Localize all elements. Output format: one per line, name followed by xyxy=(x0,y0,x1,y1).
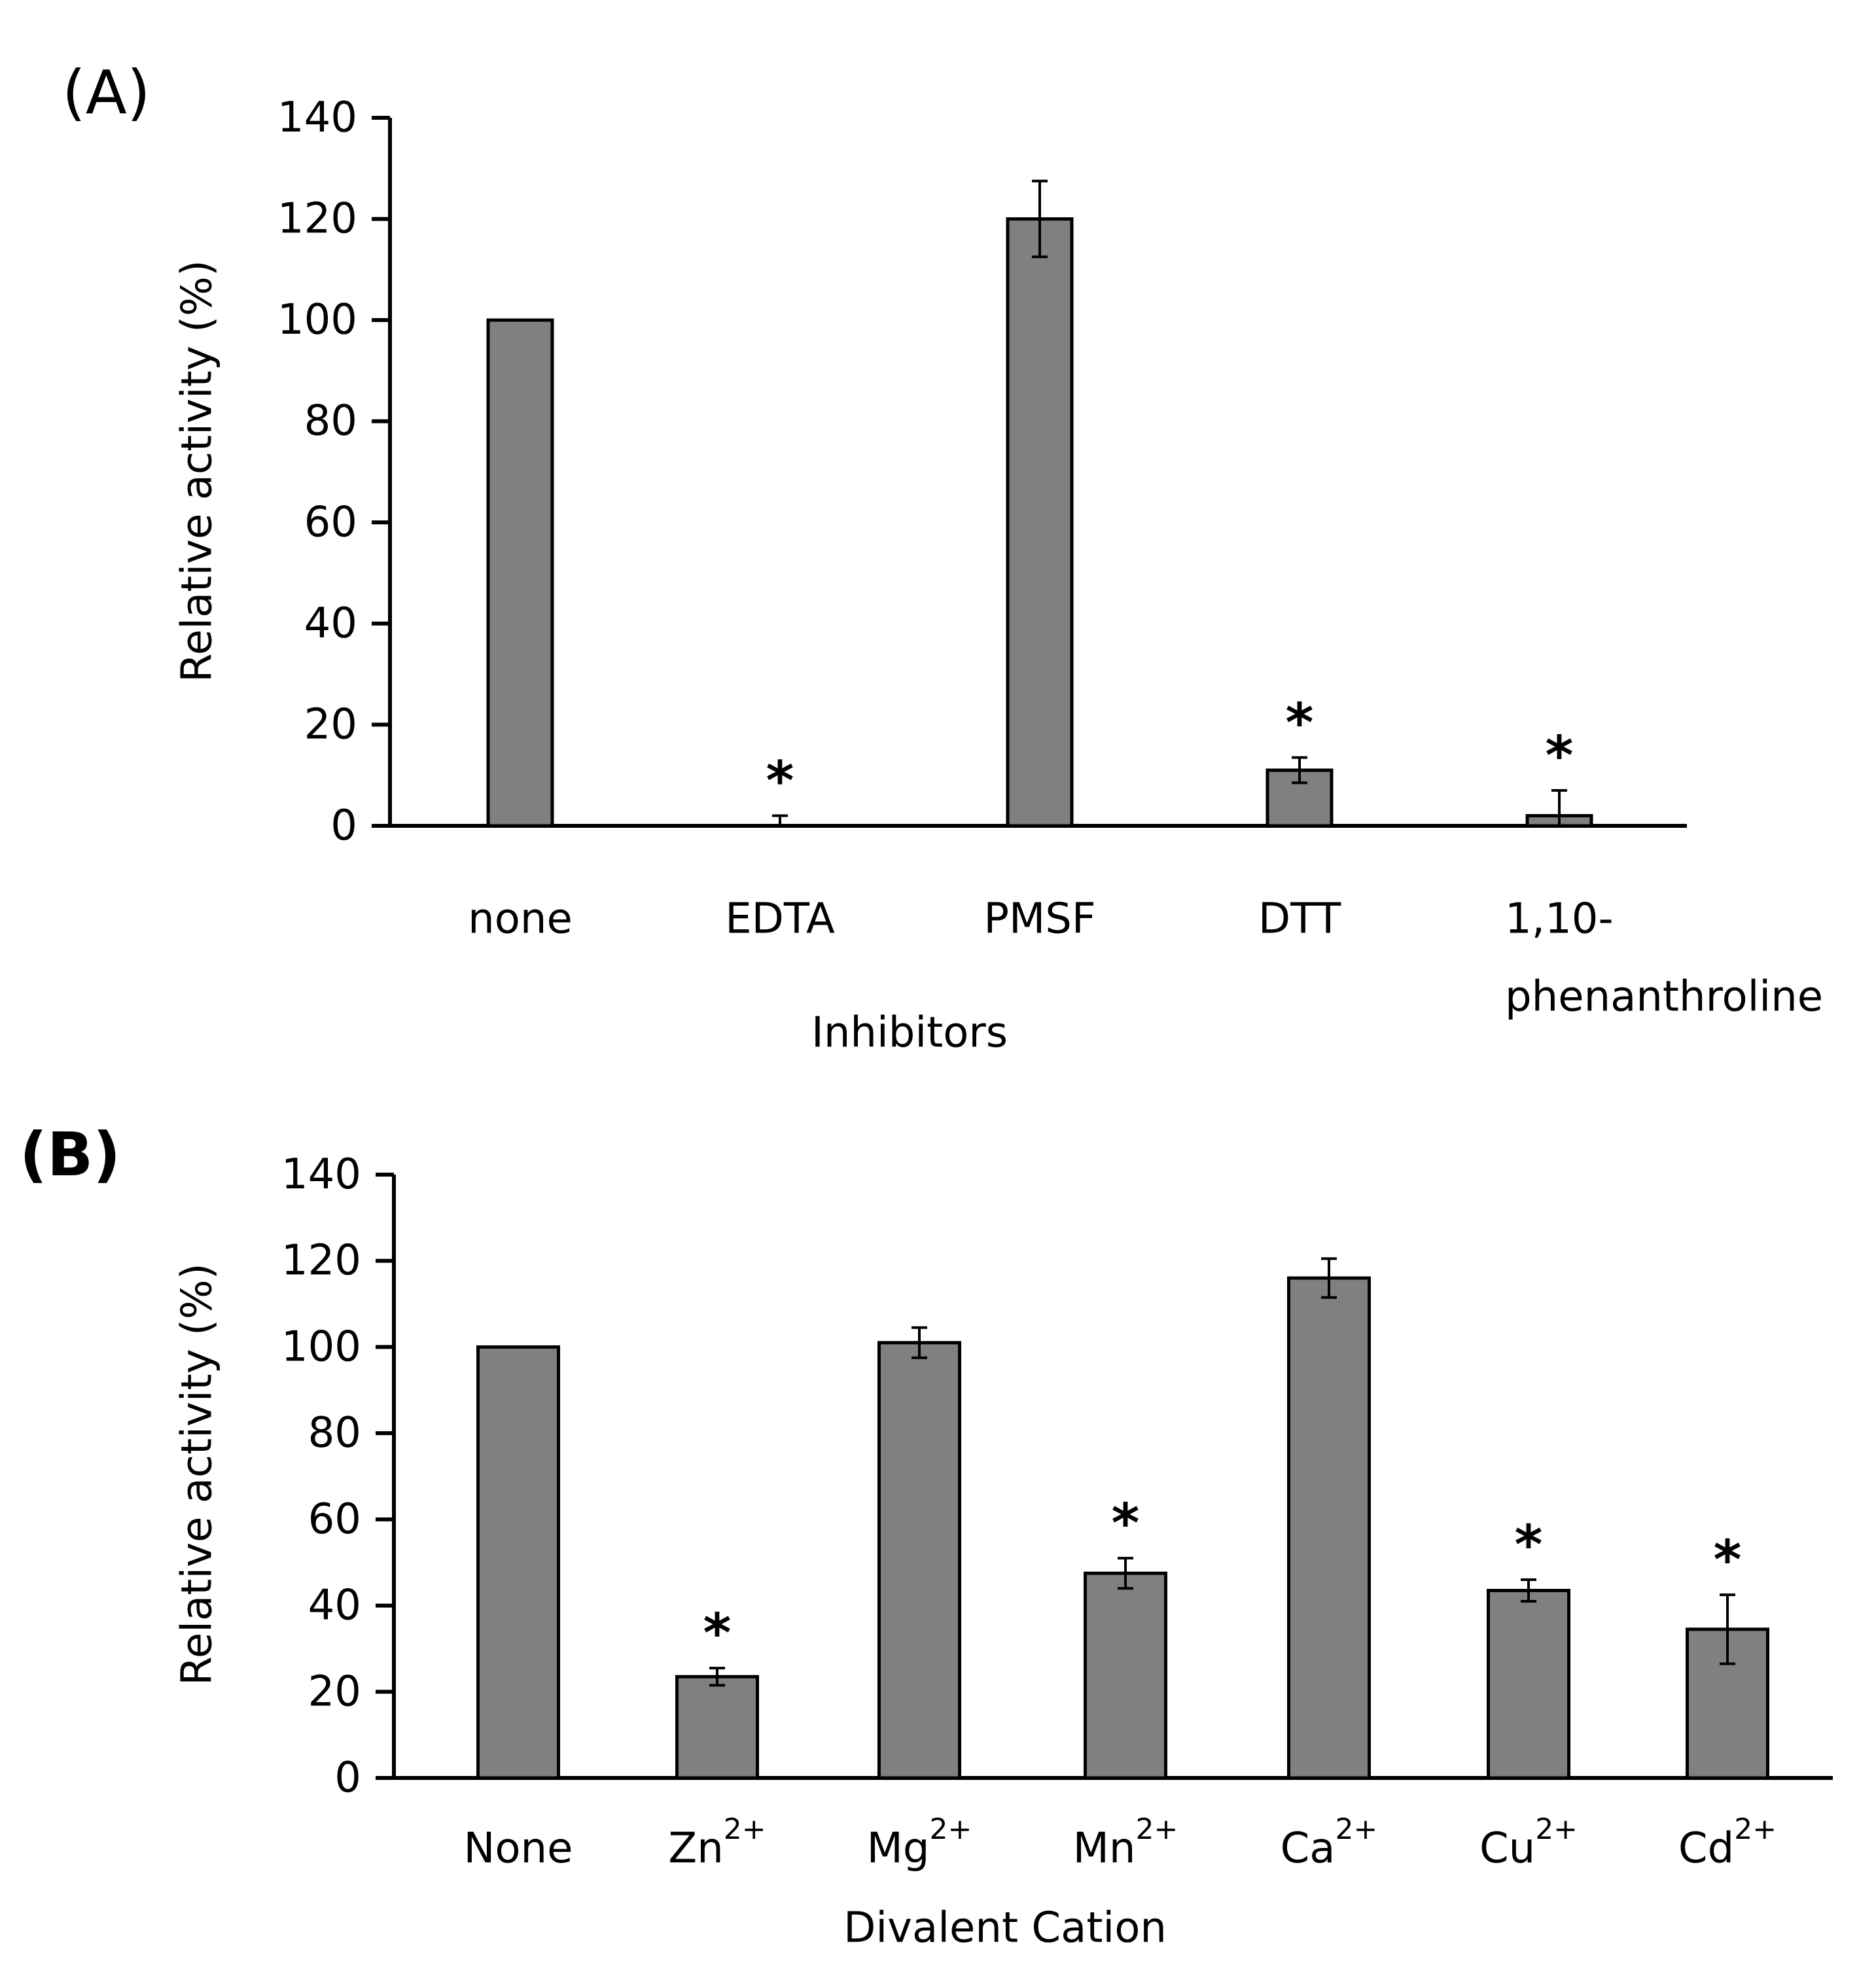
panel-a: (A) 0 20 40 60 80 100 120 140 none * EDTA PMSF * DTT * 1… xyxy=(62,58,1823,1057)
x-tick-label: Mn2+ xyxy=(1073,1813,1178,1873)
significance-marker: * xyxy=(1112,1493,1140,1555)
panel-label: (B) xyxy=(20,1120,120,1190)
y-tick-label: 60 xyxy=(304,498,357,546)
bar xyxy=(1084,1571,1167,1780)
panel-label: (A) xyxy=(62,58,150,128)
y-tick-label: 0 xyxy=(330,802,357,850)
y-tick-label: 40 xyxy=(304,599,357,648)
x-tick-label: 1,10- xyxy=(1505,895,1614,944)
bar xyxy=(486,318,554,828)
x-tick-label: EDTA xyxy=(725,895,835,944)
bar xyxy=(1287,1276,1371,1780)
significance-marker: * xyxy=(1714,1529,1742,1591)
significance-marker: * xyxy=(766,751,794,813)
bar xyxy=(675,1675,759,1780)
bar xyxy=(476,1345,560,1780)
significance-marker: * xyxy=(1515,1514,1543,1576)
y-tick-label: 100 xyxy=(281,1323,361,1371)
y-tick-label: 120 xyxy=(281,1237,361,1285)
x-axis-title: Inhibitors xyxy=(811,1009,1008,1057)
x-tick-label: DTT xyxy=(1258,895,1341,944)
y-tick-label: 100 xyxy=(277,296,357,344)
x-tick-label: Mg2+ xyxy=(867,1813,972,1873)
y-tick-label: 20 xyxy=(308,1667,361,1716)
y-axis-title: Relative activity (%) xyxy=(173,260,222,682)
y-tick-label: 40 xyxy=(308,1582,361,1630)
bar xyxy=(1006,217,1074,828)
y-axis-title: Relative activity (%) xyxy=(173,1263,222,1685)
significance-marker: * xyxy=(1546,725,1574,787)
y-tick-label: 140 xyxy=(281,1150,361,1199)
x-tick-label: phenanthroline xyxy=(1505,973,1823,1021)
significance-marker: * xyxy=(1286,692,1314,755)
y-tick-label: 60 xyxy=(308,1495,361,1544)
x-tick-label: Cu2+ xyxy=(1479,1813,1578,1873)
x-tick-label: Zn2+ xyxy=(668,1813,766,1873)
y-tick-label: 0 xyxy=(334,1754,361,1802)
panel-b: (B) 0 20 40 60 80 100 120 140 None * Zn2+ Mg2+ * Mn2+ C… xyxy=(20,1120,1833,1953)
x-tick-label: Ca2+ xyxy=(1281,1813,1378,1873)
x-tick-label: PMSF xyxy=(983,895,1095,944)
y-tick-label: 80 xyxy=(308,1409,361,1457)
bar xyxy=(1487,1589,1570,1780)
bar xyxy=(877,1341,961,1780)
x-tick-label: Cd2+ xyxy=(1678,1813,1777,1873)
x-axis-title: Divalent Cation xyxy=(843,1904,1167,1953)
significance-marker: * xyxy=(703,1603,732,1665)
y-tick-label: 80 xyxy=(304,397,357,446)
y-tick-label: 140 xyxy=(277,94,357,142)
x-tick-label: none xyxy=(468,895,573,944)
x-tick-label: None xyxy=(464,1824,573,1873)
y-tick-label: 120 xyxy=(277,195,357,243)
y-tick-label: 20 xyxy=(304,700,357,749)
